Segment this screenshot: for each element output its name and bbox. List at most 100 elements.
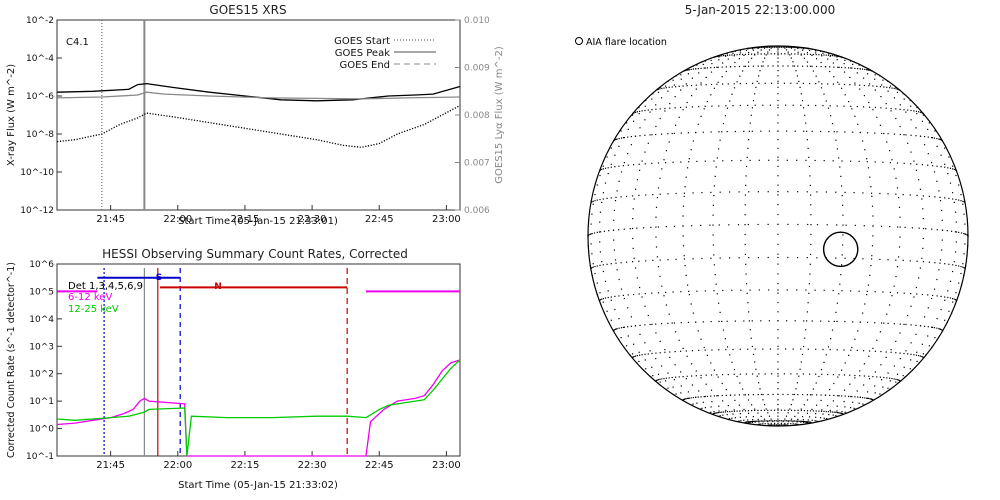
grid-dot — [721, 76, 723, 78]
grid-dot — [803, 130, 805, 132]
grid-dot — [691, 363, 693, 365]
hessi-x-axis-label: Start Time (05-Jan-15 21:33:02) — [178, 480, 338, 491]
grid-dot — [799, 86, 801, 88]
grid-dot — [667, 322, 669, 324]
grid-dot — [840, 412, 842, 414]
grid-dot — [804, 114, 806, 116]
grid-dot — [889, 291, 891, 293]
grid-dot — [758, 159, 760, 161]
grid-dot — [726, 320, 728, 322]
grid-dot — [837, 376, 839, 378]
grid-dot — [806, 53, 809, 55]
grid-dot — [752, 82, 754, 84]
grid-dot — [714, 412, 716, 414]
grid-dot — [850, 290, 852, 292]
grid-dot — [599, 221, 601, 223]
grid-dot — [633, 164, 635, 166]
grid-dot — [786, 159, 788, 161]
grid-dot — [921, 198, 923, 200]
grid-dot — [886, 377, 888, 379]
grid-dot — [927, 326, 929, 328]
grid-dot — [790, 53, 793, 55]
grid-dot — [777, 104, 779, 106]
grid-dot — [739, 104, 741, 107]
grid-dot — [704, 160, 706, 162]
grid-dot — [927, 128, 929, 130]
grid-dot — [638, 351, 640, 353]
grid-dot — [899, 125, 901, 128]
grid-dot — [895, 88, 897, 90]
grid-dot — [802, 48, 804, 50]
grid-dot — [803, 57, 805, 59]
grid-dot — [743, 130, 745, 132]
grid-dot — [795, 388, 797, 390]
grid-dot — [809, 184, 811, 186]
grid-dot — [665, 150, 667, 152]
grid-dot — [964, 223, 966, 225]
grid-dot — [758, 75, 760, 77]
grid-dot — [863, 375, 865, 377]
grid-dot — [844, 321, 846, 323]
grid-dot — [675, 124, 677, 126]
grid-dot — [777, 348, 779, 350]
grid-dot — [700, 377, 702, 379]
grid-dot — [591, 233, 593, 235]
grid-dot — [616, 269, 618, 271]
grid-dot — [849, 84, 851, 86]
grid-dot — [841, 369, 843, 371]
grid-dot — [827, 83, 829, 85]
grid-dot — [785, 104, 787, 106]
grid-dot — [809, 410, 812, 412]
grid-dot — [651, 162, 653, 164]
grid-dot — [786, 289, 788, 291]
grid-dot — [938, 328, 940, 330]
legend-detectors-label: Det 1,3,4,5,6,9 — [68, 281, 143, 292]
grid-dot — [790, 418, 793, 420]
grid-dot — [777, 86, 779, 88]
grid-dot — [777, 53, 779, 55]
grid-dot — [599, 198, 601, 201]
grid-dot — [762, 348, 764, 350]
grid-dot — [833, 131, 835, 133]
grid-dot — [733, 410, 736, 412]
grid-dot — [762, 65, 764, 67]
grid-dot — [952, 192, 954, 194]
grid-dot — [745, 82, 747, 85]
grid-dot — [630, 136, 632, 138]
grid-dot — [835, 257, 837, 259]
goes-xrs-panel: GOES15 XRS 21:45 22:00 22:15 22:30 22:45 23:0… — [6, 3, 505, 227]
grid-dot — [962, 266, 964, 268]
grid-dot — [703, 108, 705, 110]
grid-dot — [944, 147, 946, 149]
grid-dot — [777, 46, 779, 48]
grid-dot — [854, 338, 856, 340]
grid-dot — [941, 249, 943, 251]
grid-dot — [739, 54, 741, 56]
grid-dot — [724, 338, 726, 340]
grid-dot — [657, 379, 660, 381]
grid-dot — [655, 104, 657, 106]
grid-dot — [792, 65, 794, 67]
grid-dot — [867, 284, 869, 286]
grid-dot — [842, 224, 844, 226]
grid-dot — [721, 394, 723, 397]
goes-right-y-tick-label: 0.008 — [464, 111, 490, 121]
grid-dot — [632, 218, 634, 220]
grid-dot — [866, 69, 868, 71]
grid-dot — [838, 374, 840, 376]
grid-dot — [801, 420, 804, 422]
grid-dot — [806, 412, 808, 414]
grid-dot — [895, 378, 897, 380]
goes-x-tick-label: 22:00 — [163, 214, 192, 225]
grid-dot — [777, 253, 779, 255]
grid-dot — [695, 131, 697, 134]
grid-dot — [805, 329, 807, 331]
grid-dot — [927, 307, 929, 309]
grid-dot — [768, 320, 770, 322]
grid-dot — [939, 200, 942, 202]
grid-dot — [850, 105, 852, 107]
grid-dot — [893, 87, 895, 89]
grid-dot — [683, 192, 685, 194]
grid-dot — [907, 353, 909, 355]
grid-dot — [949, 182, 952, 184]
